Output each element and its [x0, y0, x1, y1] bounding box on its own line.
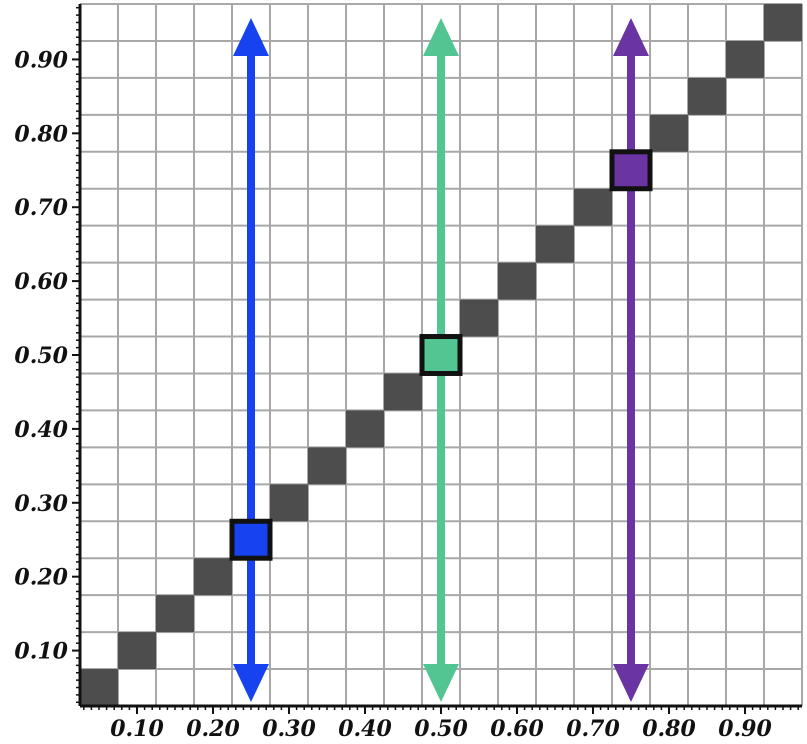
y-tick-label: 0.10 — [14, 639, 68, 665]
x-tick-label: 0.40 — [338, 716, 392, 742]
x-tick-label: 0.70 — [566, 716, 620, 742]
x-tick-label: 0.20 — [186, 716, 240, 742]
diagonal-cell — [574, 188, 612, 226]
arrow-head-down — [423, 664, 459, 702]
x-tick-label: 0.50 — [414, 716, 468, 742]
arrow-head-down — [613, 664, 649, 702]
diagonal-cell — [308, 447, 346, 485]
y-tick-label: 0.60 — [14, 269, 68, 295]
y-tick-label: 0.50 — [14, 343, 68, 369]
y-tick-label: 0.40 — [14, 417, 68, 443]
diagonal-cell — [384, 373, 422, 411]
y-tick-label: 0.90 — [14, 47, 68, 73]
y-tick-label: 0.20 — [14, 565, 68, 591]
x-tick-label: 0.80 — [642, 716, 696, 742]
diagonal-cell — [650, 114, 688, 152]
highlight-cell — [229, 518, 273, 561]
y-tick-label: 0.30 — [14, 491, 68, 517]
diagonal-cell — [270, 484, 308, 522]
highlight-cell — [609, 149, 653, 192]
y-tick-label: 0.80 — [14, 121, 68, 147]
arrow-head-down — [233, 664, 269, 702]
diagonal-cell — [346, 410, 384, 448]
diagonal-cell — [726, 40, 764, 78]
tick-labels: 0.10 0.20 0.30 0.40 0.50 0.60 0.70 0.80 0.90 0.10… — [14, 47, 772, 742]
highlight-cell — [419, 334, 463, 376]
arrow-head-up — [613, 18, 649, 56]
diagonal-cell — [688, 77, 726, 115]
diagonal-cell — [118, 632, 156, 670]
x-tick-label: 0.10 — [110, 716, 164, 742]
diagonal-cell — [536, 225, 574, 263]
x-tick-label: 0.60 — [490, 716, 544, 742]
diagonal-cell — [460, 299, 498, 337]
arrow-head-up — [233, 18, 269, 56]
arrow-head-up — [423, 18, 459, 56]
x-tick-label: 0.30 — [262, 716, 316, 742]
highlight-cells — [229, 149, 653, 561]
x-tick-label: 0.90 — [718, 716, 772, 742]
diagonal-cell — [498, 262, 536, 300]
y-tick-label: 0.70 — [14, 195, 68, 221]
diagonal-cell — [764, 4, 802, 41]
diagonal-cell — [156, 595, 194, 633]
axes — [72, 4, 802, 714]
diagonal-cell — [80, 669, 118, 706]
diagonal-cell — [194, 558, 232, 596]
